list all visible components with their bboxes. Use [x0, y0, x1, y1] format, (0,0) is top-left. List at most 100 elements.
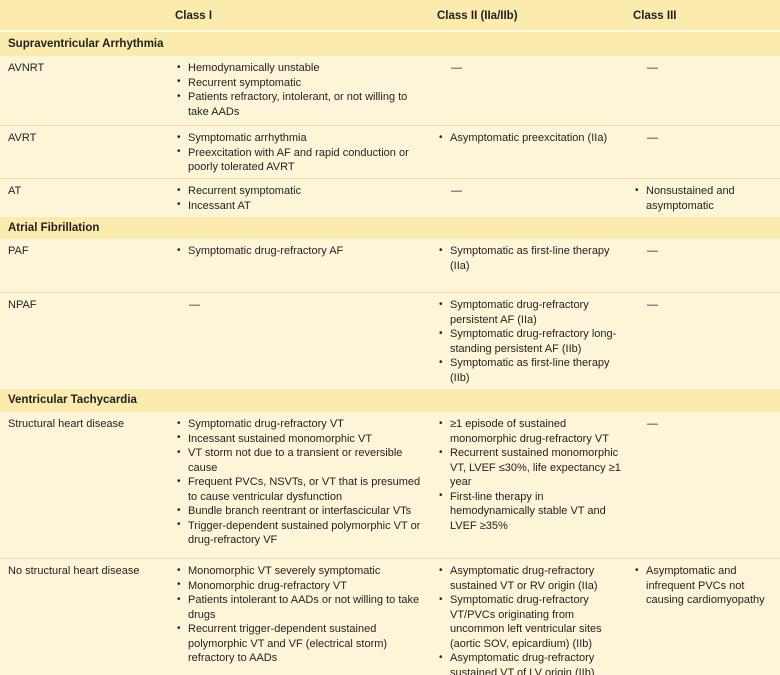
bullet-item: Symptomatic drug-refractory persistent A…	[437, 298, 623, 327]
row-label: AVNRT	[8, 62, 45, 74]
bullet-item: ≥1 episode of sustained monomorphic drug…	[437, 417, 623, 446]
bullet-item: Recurrent symptomatic	[175, 75, 427, 91]
table-row: AVNRT Hemodynamically unstableRecurrent s…	[0, 56, 780, 125]
bullet-item: Recurrent sustained monomorphic VT, LVEF…	[437, 446, 623, 490]
table-row: AT Recurrent symptomaticIncessant AT — Nons…	[0, 178, 780, 216]
cell-class2: Asymptomatic preexcitation (IIa)	[437, 131, 633, 175]
section-header-supraventricular-arrhythmia: Supraventricular Arrhythmia	[0, 31, 780, 56]
column-header-row: Class I Class II (IIa/IIb) Class III	[0, 0, 780, 31]
bullet-list: Symptomatic as first-line therapy (IIa)	[437, 244, 623, 273]
bullet-item: Hemodynamically unstable	[175, 61, 427, 76]
bullet-list: Symptomatic arrhythmiaPreexcitation with…	[175, 131, 427, 175]
bullet-list: Symptomatic drug-refractory persistent A…	[437, 298, 623, 385]
cell-class3: —	[633, 61, 780, 122]
bullet-item: Asymptomatic drug-refractory sustained V…	[437, 564, 623, 593]
row-label: AT	[8, 185, 22, 197]
bullet-item: Symptomatic drug-refractory VT/PVCs orig…	[437, 593, 623, 651]
bullet-item: Symptomatic as first-line therapy (IIa)	[437, 244, 623, 273]
not-indicated-dash: —	[647, 245, 658, 257]
not-indicated-dash: —	[189, 299, 200, 311]
not-indicated-dash: —	[647, 299, 658, 311]
cell-class2: Symptomatic as first-line therapy (IIa)	[437, 244, 633, 289]
section-header-ventricular-tachycardia: Ventricular Tachycardia	[0, 388, 780, 412]
row-label: Structural heart disease	[8, 418, 125, 430]
section-header-atrial-fibrillation: Atrial Fibrillation	[0, 216, 780, 239]
not-indicated-dash: —	[451, 185, 462, 197]
bullet-item: Symptomatic drug-refractory VT	[175, 417, 427, 432]
not-indicated-dash: —	[647, 62, 658, 74]
column-header-class3: Class III	[633, 10, 677, 22]
column-header-empty	[0, 9, 175, 30]
bullet-item: Incessant sustained monomorphic VT	[175, 431, 427, 447]
section-title: Supraventricular Arrhythmia	[8, 37, 164, 50]
bullet-item: Patients refractory, intolerant, or not …	[175, 90, 427, 119]
table-row: PAF Symptomatic drug-refractory AF Symptom…	[0, 239, 780, 292]
cell-class1: Symptomatic drug-refractory VTIncessant …	[175, 417, 437, 555]
bullet-list: Asymptomatic preexcitation (IIa)	[437, 131, 623, 146]
cell-class3: —	[633, 244, 780, 289]
cell-class1: Symptomatic arrhythmiaPreexcitation with…	[175, 131, 437, 175]
bullet-item: Symptomatic as first-line therapy (IIb)	[437, 356, 623, 385]
cell-class2: Asymptomatic drug-refractory sustained V…	[437, 564, 633, 675]
bullet-item: Asymptomatic and infrequent PVCs not cau…	[633, 564, 770, 608]
cell-class3: Nonsustained and asymptomatic	[633, 184, 780, 213]
bullet-item: Symptomatic arrhythmia	[175, 131, 427, 146]
bullet-item: Recurrent symptomatic	[175, 184, 427, 199]
not-indicated-dash: —	[647, 132, 658, 144]
row-label: AVRT	[8, 132, 37, 144]
bullet-item: Bundle branch reentrant or interfascicul…	[175, 504, 427, 519]
row-label: NPAF	[8, 299, 37, 311]
bullet-list: Asymptomatic drug-refractory sustained V…	[437, 564, 623, 675]
table-row: AVRT Symptomatic arrhythmiaPreexcitation …	[0, 125, 780, 178]
cell-class2: —	[437, 61, 633, 122]
cell-class3: Asymptomatic and infrequent PVCs not cau…	[633, 564, 780, 675]
section-title: Ventricular Tachycardia	[8, 394, 137, 407]
table-row: No structural heart disease Monomorphic V…	[0, 558, 780, 675]
bullet-item: Trigger-dependent sustained polymorphic …	[175, 518, 427, 548]
bullet-item: Symptomatic drug-refractory long-standin…	[437, 327, 623, 356]
cell-class2: —	[437, 184, 633, 213]
bullet-list: Asymptomatic and infrequent PVCs not cau…	[633, 564, 770, 608]
bullet-item: Incessant AT	[175, 198, 427, 214]
bullet-list: Nonsustained and asymptomatic	[633, 184, 770, 213]
bullet-item: Monomorphic VT severely symptomatic	[175, 564, 427, 579]
cell-class1: Symptomatic drug-refractory AF	[175, 244, 437, 289]
bullet-list: Symptomatic drug-refractory VTIncessant …	[175, 417, 427, 548]
cell-class3: —	[633, 298, 780, 385]
cell-class2: ≥1 episode of sustained monomorphic drug…	[437, 417, 633, 555]
table-body: Supraventricular Arrhythmia AVNRT Hemodyna…	[0, 31, 780, 675]
bullet-item: Frequent PVCs, NSVTs, or VT that is pres…	[175, 475, 427, 504]
table-row: NPAF — Symptomatic drug-refractory persist…	[0, 292, 780, 388]
bullet-item: Asymptomatic preexcitation (IIa)	[437, 131, 623, 146]
not-indicated-dash: —	[451, 62, 462, 74]
bullet-list: ≥1 episode of sustained monomorphic drug…	[437, 417, 623, 533]
bullet-list: Hemodynamically unstableRecurrent sympto…	[175, 61, 427, 119]
cell-class3: —	[633, 417, 780, 555]
bullet-list: Recurrent symptomaticIncessant AT	[175, 184, 427, 213]
table-row: Structural heart disease Symptomatic drug…	[0, 412, 780, 558]
bullet-item: Preexcitation with AF and rapid conducti…	[175, 145, 427, 175]
bullet-item: Patients intolerant to AADs or not willi…	[175, 593, 427, 622]
bullet-item: Nonsustained and asymptomatic	[633, 184, 770, 213]
bullet-item: Monomorphic drug-refractory VT	[175, 578, 427, 594]
row-label: No structural heart disease	[8, 565, 140, 577]
bullet-item: Symptomatic drug-refractory AF	[175, 244, 427, 259]
cell-class2: Symptomatic drug-refractory persistent A…	[437, 298, 633, 385]
column-header-class1: Class I	[175, 10, 213, 22]
cell-class3: —	[633, 131, 780, 175]
cell-class1: Recurrent symptomaticIncessant AT	[175, 184, 437, 213]
bullet-item: VT storm not due to a transient or rever…	[175, 446, 427, 475]
bullet-item: First-line therapy in hemodynamically st…	[437, 489, 623, 534]
bullet-item: Recurrent trigger-dependent sustained po…	[175, 622, 427, 666]
bullet-list: Symptomatic drug-refractory AF	[175, 244, 427, 259]
cell-class1: Monomorphic VT severely symptomaticMonom…	[175, 564, 437, 675]
row-label: PAF	[8, 245, 29, 257]
cell-class1: Hemodynamically unstableRecurrent sympto…	[175, 61, 437, 122]
cell-class1: —	[175, 298, 437, 385]
column-header-class2: Class II (IIa/IIb)	[437, 10, 518, 22]
section-title: Atrial Fibrillation	[8, 221, 100, 234]
bullet-list: Monomorphic VT severely symptomaticMonom…	[175, 564, 427, 666]
not-indicated-dash: —	[647, 418, 658, 430]
bullet-item: Asymptomatic drug-refractory sustained V…	[437, 651, 623, 675]
